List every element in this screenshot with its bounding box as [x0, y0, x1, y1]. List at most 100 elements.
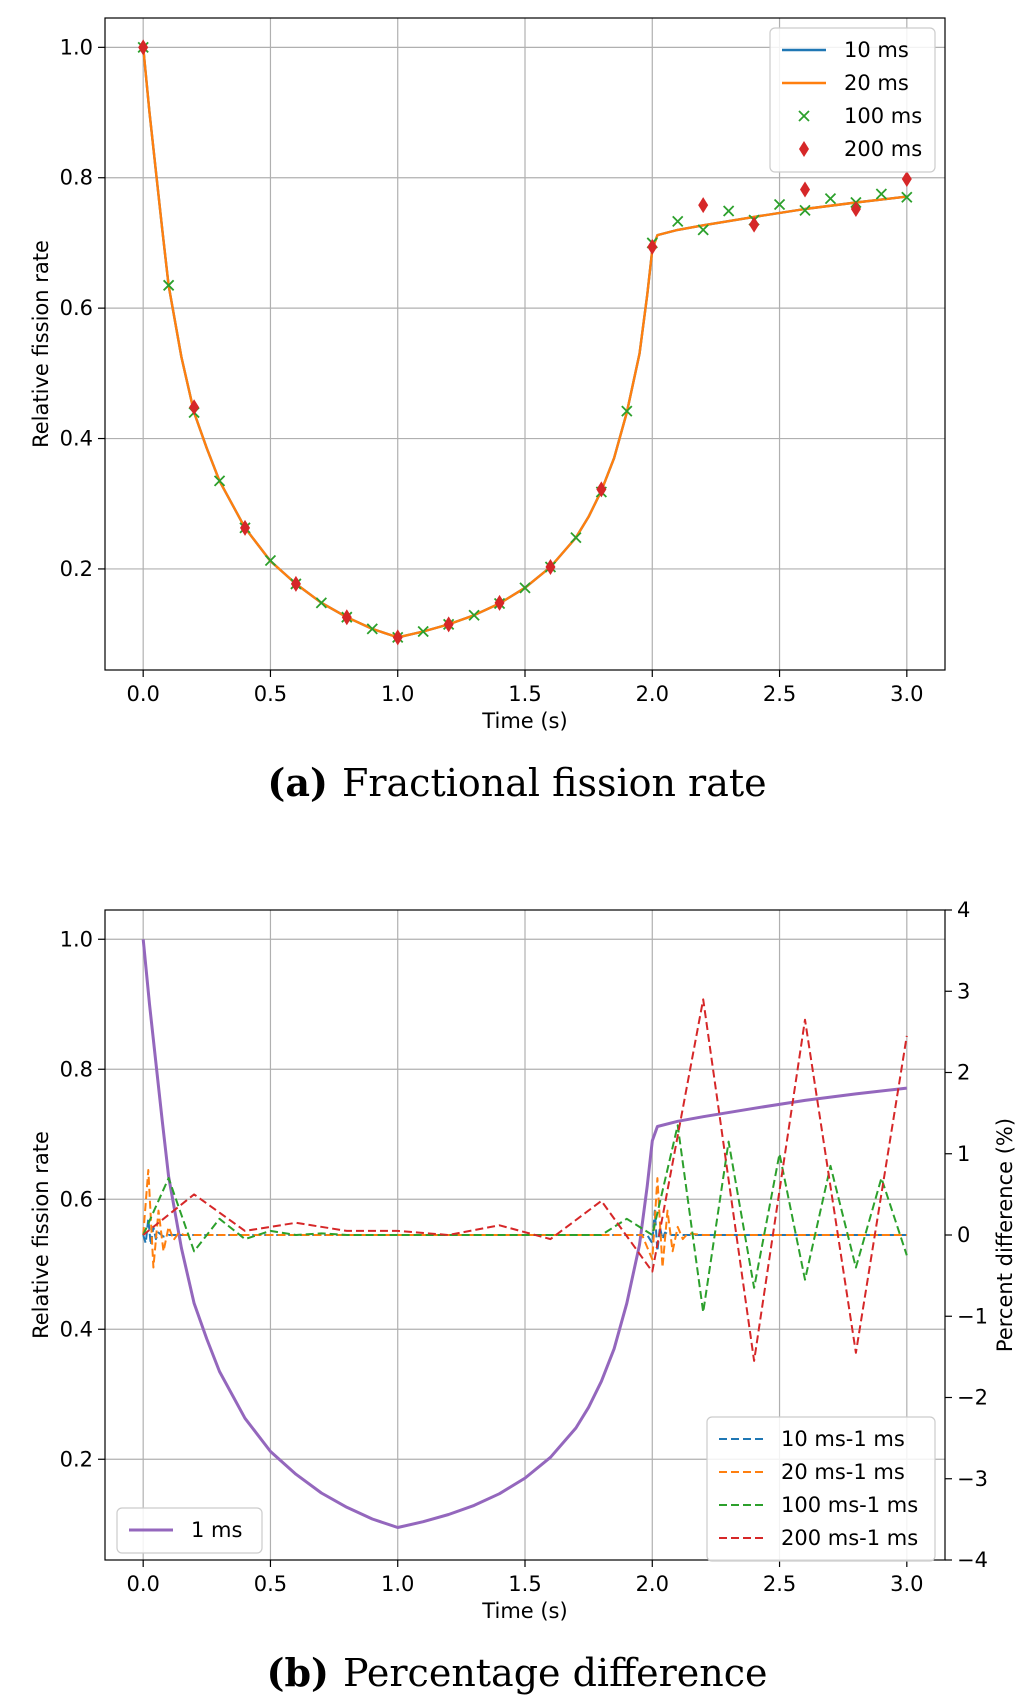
series-point-200ms [138, 39, 149, 56]
legend-key-diamond [799, 141, 809, 157]
y2-tick-label: −4 [957, 1548, 988, 1572]
series-point-200ms [901, 171, 912, 188]
legend-frame [116, 1507, 263, 1554]
series-point-100ms [875, 188, 888, 200]
legend-label: 200 ms-1 ms [781, 1526, 918, 1550]
y-tick-label: 0.4 [60, 427, 93, 451]
series-line-1-ms [141, 939, 907, 1529]
y2-axis-label: Percent difference (%) [993, 1118, 1017, 1352]
x-tick-label: 3.0 [890, 682, 923, 706]
y-tick-label: 0.8 [60, 1057, 93, 1081]
y-tick-label: 0.8 [60, 166, 93, 190]
series-point-200ms [850, 201, 861, 218]
series-point-100ms [672, 215, 684, 228]
y-tick-label: 0.6 [60, 1187, 93, 1211]
x-tick-label: 3.0 [890, 1572, 923, 1596]
series-point-100ms [621, 405, 633, 417]
legend-label: 100 ms [844, 104, 922, 128]
y2-tick-label: −2 [957, 1386, 988, 1410]
plot-area [137, 39, 913, 646]
series-point-200ms [749, 216, 760, 233]
series-point-200ms [189, 399, 200, 416]
legend-label: 20 ms-1 ms [781, 1460, 905, 1484]
y2-tick-label: 1 [957, 1142, 970, 1166]
plot-area [141, 939, 908, 1529]
series-point-100ms [697, 224, 709, 236]
x-tick-label: 2.5 [763, 682, 796, 706]
caption-b: (b) Percentage difference [0, 1650, 1034, 1695]
legend-key-x [798, 110, 810, 122]
series-point-200ms [800, 181, 810, 198]
y-tick-label: 0.6 [60, 296, 93, 320]
series-point-100ms [570, 532, 582, 544]
series-point-100ms [519, 582, 531, 594]
x-tick-label: 1.5 [508, 1572, 541, 1596]
legend: 10 ms 20 ms 100 ms 200 ms [769, 27, 936, 173]
legend-label: 10 ms [844, 38, 909, 62]
y-tick-label: 1.0 [60, 35, 93, 59]
y-axis-label: Relative fission rate [29, 1131, 53, 1339]
series-line-10-ms-1-ms [142, 1209, 907, 1253]
legend-label: 200 ms [844, 137, 922, 161]
legend-label: 1 ms [191, 1518, 242, 1542]
series-point-100ms [315, 597, 328, 609]
series-point-100ms [417, 625, 429, 638]
series-point-100ms [901, 191, 913, 203]
legend-frame [706, 1416, 936, 1562]
y2-tick-label: 3 [957, 979, 970, 1003]
x-tick-label: 0.5 [254, 1572, 287, 1596]
y2-tick-label: 2 [957, 1061, 970, 1085]
chart-b: 0.0 0.5 1.0 1.5 2.0 2.5 3.0 0.2 0.4 0.6 0.8 1.0 −4 −3… [29, 898, 1017, 1623]
series-point-200ms [240, 519, 250, 536]
series-point-100ms [824, 192, 837, 205]
x-tick-label: 0.5 [254, 682, 287, 706]
legend-left: 1 ms [116, 1507, 263, 1554]
series-point-200ms [698, 197, 709, 214]
x-axis-label: Time (s) [481, 709, 567, 733]
x-tick-label: 1.0 [381, 682, 414, 706]
legend-label: 100 ms-1 ms [781, 1493, 918, 1517]
x-axis-label: Time (s) [481, 1599, 567, 1623]
series-point-200ms [545, 558, 556, 575]
x-tick-label: 2.0 [636, 1572, 669, 1596]
chart-a: 0.0 0.5 1.0 1.5 2.0 2.5 3.0 0.2 0.4 0.6 0.8 1.0 Time… [29, 17, 946, 733]
series-point-100ms [366, 623, 378, 635]
series-point-100ms [773, 198, 786, 211]
caption-b-text: Percentage difference [343, 1651, 768, 1695]
series-point-200ms [392, 629, 403, 646]
series-point-200ms [290, 575, 301, 592]
series-point-200ms [596, 481, 607, 498]
x-tick-label: 1.5 [508, 682, 541, 706]
series-point-100ms [722, 205, 735, 217]
caption-b-tag: (b) [266, 1650, 330, 1695]
legend-right: 10 ms-1 ms 20 ms-1 ms 100 ms-1 ms 200 ms-1 … [706, 1416, 936, 1562]
x-tick-label: 0.0 [126, 1572, 159, 1596]
x-tick-label: 2.5 [763, 1572, 796, 1596]
legend-label: 20 ms [844, 71, 909, 95]
series-point-200ms [341, 609, 352, 626]
series-point-100ms [799, 204, 811, 216]
caption-a: (a) Fractional fission rate [0, 760, 1034, 805]
caption-a-tag: (a) [267, 760, 328, 805]
series-point-100ms [162, 279, 175, 291]
series-point-100ms [213, 475, 226, 487]
series-point-200ms [647, 238, 658, 255]
y-axis-label: Relative fission rate [29, 240, 53, 448]
series-line-200-ms-1-ms [142, 998, 908, 1362]
y2-tick-label: 0 [957, 1223, 970, 1247]
caption-a-text: Fractional fission rate [341, 761, 767, 805]
series-point-100ms [468, 609, 480, 621]
legend-frame [769, 27, 936, 173]
y2-tick-label: −1 [957, 1304, 988, 1328]
x-tick-label: 1.0 [381, 1572, 414, 1596]
y-tick-label: 0.2 [60, 557, 93, 581]
y-tick-label: 0.2 [60, 1447, 93, 1471]
y-tick-label: 0.4 [60, 1317, 93, 1341]
series-line-100-ms-1-ms [142, 1124, 908, 1314]
y2-tick-label: −3 [957, 1467, 988, 1491]
y-tick-label: 1.0 [60, 927, 93, 951]
legend-label: 10 ms-1 ms [781, 1427, 905, 1451]
x-tick-label: 0.0 [126, 682, 159, 706]
series-point-200ms [443, 616, 454, 633]
